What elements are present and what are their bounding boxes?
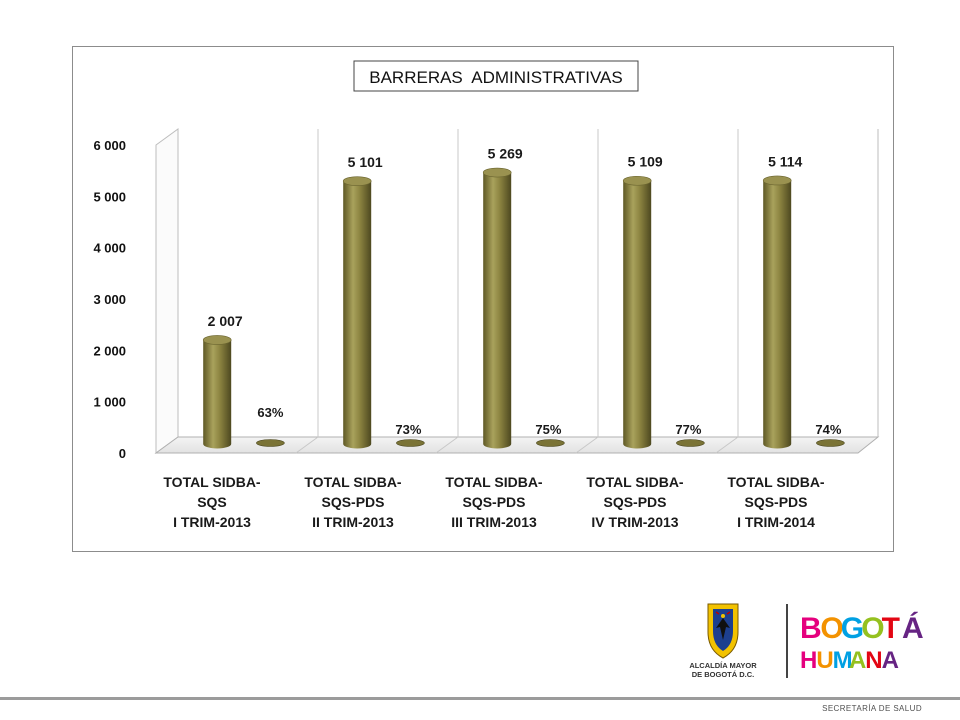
- x-category-label: I TRIM-2013: [173, 514, 251, 530]
- x-category-label: TOTAL SIDBA-: [445, 474, 543, 490]
- y-tick-label: 6 000: [93, 138, 126, 153]
- pct-disk: [396, 439, 425, 447]
- brand-letter: B: [800, 612, 822, 645]
- bar-top: [342, 176, 372, 186]
- bar-value-label: 5 114: [768, 153, 802, 169]
- y-tick-label: 5 000: [93, 189, 126, 204]
- y-tick-label: 0: [119, 446, 126, 461]
- bar-body: [483, 172, 512, 449]
- bar-cylinder: [342, 176, 372, 449]
- logo-divider: [786, 604, 788, 678]
- brand-letter: A: [882, 647, 899, 674]
- x-category-label: TOTAL SIDBA-: [163, 474, 261, 490]
- brand-letter: H: [800, 647, 817, 674]
- y-tick-label: 4 000: [93, 241, 126, 256]
- coat-of-arms-icon: [707, 603, 739, 659]
- chart-title-box: [353, 60, 639, 92]
- bar-value-label: 5 109: [628, 154, 663, 170]
- brand-letter: G: [841, 612, 864, 645]
- bar-body: [763, 180, 792, 449]
- x-category-label: IV TRIM-2013: [591, 514, 678, 530]
- x-category-label: III TRIM-2013: [451, 514, 537, 530]
- bar-cylinder: [762, 175, 792, 449]
- bar-value-label: 5 269: [488, 146, 523, 162]
- grid-line-floor: [435, 436, 459, 454]
- pct-value-label: 75%: [535, 422, 561, 437]
- grid-line-floor: [295, 436, 319, 454]
- pct-value-label: 73%: [395, 422, 421, 437]
- x-category-label: SQS-PDS: [321, 494, 384, 510]
- x-category-label: TOTAL SIDBA-: [304, 474, 402, 490]
- bar-top: [762, 175, 792, 186]
- pct-disk: [816, 439, 845, 447]
- brand-bogota: BOGOT Á: [800, 611, 924, 645]
- pct-value-label: 63%: [257, 405, 283, 420]
- bar-chart: 0 1 000 2 000 3 000 4 000 5 000 6 000 2 007 63% T…: [93, 60, 880, 530]
- x-category-label: SQS-PDS: [744, 494, 807, 510]
- bar-value-label: 2 007: [208, 313, 243, 329]
- bar-top: [482, 167, 512, 178]
- brand-letter: M: [833, 647, 853, 674]
- bar-top: [622, 175, 652, 186]
- alcaldia-line2: DE BOGOTÁ D.C.: [692, 670, 755, 679]
- y-tick-label: 1 000: [93, 395, 126, 410]
- brand-letter: U: [816, 647, 833, 674]
- brand-letter: T: [882, 612, 900, 645]
- bar-body: [203, 339, 232, 449]
- brand-letter: O: [861, 612, 884, 645]
- chart-frame: 0 1 000 2 000 3 000 4 000 5 000 6 000 2 007 63% T…: [72, 46, 894, 552]
- grid-line-floor: [575, 436, 599, 454]
- bar-body: [623, 180, 652, 449]
- chart-back-wall: [178, 129, 878, 437]
- bar-cylinder: [482, 167, 512, 449]
- alcaldia-line1: ALCALDÍA MAYOR: [689, 661, 757, 670]
- brand-letter: O: [820, 612, 843, 645]
- y-tick-label: 3 000: [93, 292, 126, 307]
- x-category-label: II TRIM-2013: [312, 514, 394, 530]
- pct-value-label: 77%: [675, 422, 701, 437]
- x-category-label: SQS-PDS: [462, 494, 525, 510]
- chart-title: BARRERAS ADMINISTRATIVAS: [353, 60, 639, 92]
- x-category-label: I TRIM-2014: [737, 514, 815, 530]
- chart-title-text: BARRERAS ADMINISTRATIVAS: [369, 68, 622, 87]
- pct-value-label: 74%: [815, 422, 841, 437]
- footer-divider: [0, 697, 960, 700]
- bar-top: [202, 335, 232, 345]
- brand-letter: A: [849, 647, 866, 674]
- brand-letter: Á: [902, 611, 924, 645]
- pct-disk: [256, 439, 285, 447]
- brand-letter: N: [865, 647, 882, 674]
- x-category-label: SQS: [197, 494, 227, 510]
- chart-side-wall: [155, 128, 179, 454]
- x-category-label: TOTAL SIDBA-: [727, 474, 825, 490]
- y-tick-label: 2 000: [93, 343, 126, 358]
- grid-line-floor: [715, 436, 739, 454]
- bar-value-label: 5 101: [348, 154, 383, 170]
- x-category-label: SQS-PDS: [603, 494, 666, 510]
- pct-disk: [536, 439, 565, 447]
- bar-body: [343, 181, 372, 449]
- footer-text: SECRETARÍA DE SALUD: [822, 704, 922, 713]
- bar-cylinder: [622, 175, 652, 449]
- pct-disk: [676, 439, 705, 447]
- x-category-label: TOTAL SIDBA-: [586, 474, 684, 490]
- bar-cylinder: [202, 335, 232, 449]
